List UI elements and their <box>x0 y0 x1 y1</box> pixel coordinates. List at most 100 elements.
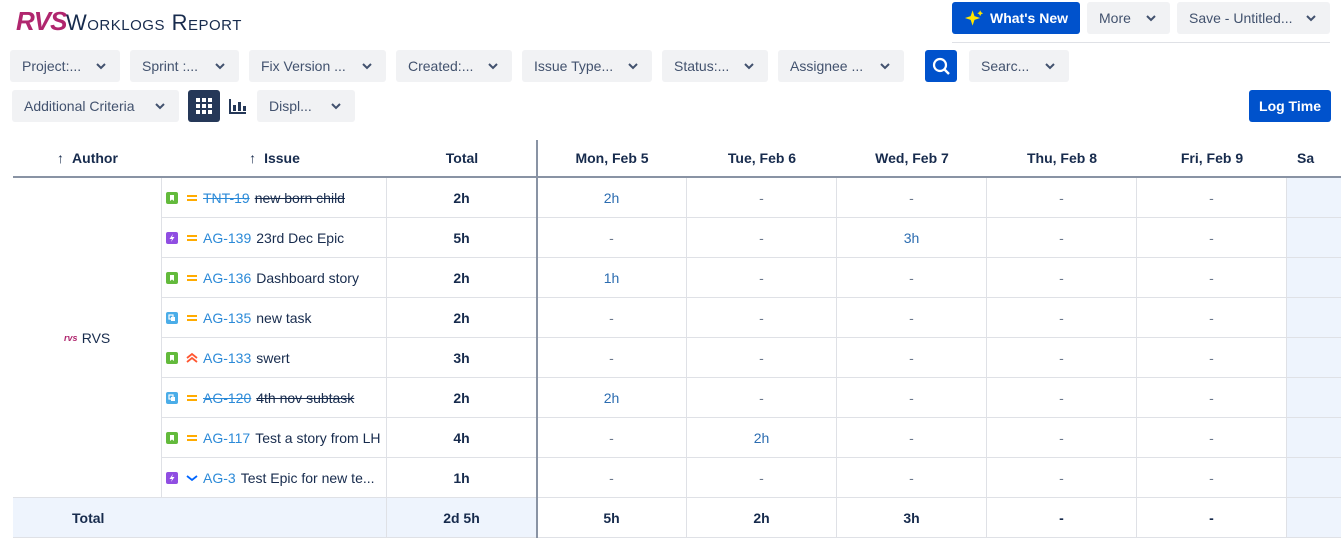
sort-arrow: ↑ <box>57 150 65 166</box>
weekend-cell <box>1287 258 1341 298</box>
day-value[interactable]: 1h <box>537 258 687 298</box>
header-divider <box>952 42 1330 43</box>
column-header[interactable]: ↑ Author <box>13 140 162 178</box>
footer-day-total: - <box>1137 498 1287 538</box>
chevron <box>96 63 106 70</box>
day-value: - <box>1137 418 1287 458</box>
issue-cell: AG-136 Dashboard story <box>162 258 387 298</box>
issue-summary: 23rd Dec Epic <box>256 229 345 246</box>
issue-summary: 4th nov subtask <box>256 389 355 406</box>
day-value: - <box>537 458 687 498</box>
column-header[interactable]: ↑ Issue <box>162 140 387 178</box>
filter-button[interactable]: Fix Version ... <box>249 50 386 82</box>
column-header-label: Mon, Feb 5 <box>575 150 649 166</box>
day-value: - <box>987 378 1137 418</box>
day-value: - <box>1137 458 1287 498</box>
day-value: - <box>1137 218 1287 258</box>
display-button[interactable]: Displ... <box>257 90 355 122</box>
filter-button-label: Assignee ... <box>790 58 864 74</box>
issue-cell: AG-120 4th nov subtask <box>162 378 387 418</box>
issue-key[interactable]: AG-120 <box>203 389 252 406</box>
issue-key[interactable]: AG-139 <box>203 229 252 246</box>
footer-day-total: 5h <box>537 498 687 538</box>
display-button-label: Displ... <box>269 98 312 114</box>
chart-icon <box>229 99 246 114</box>
search-icon <box>932 57 950 75</box>
day-value[interactable]: 2h <box>537 178 687 218</box>
day-value: - <box>687 258 837 298</box>
sort-arrow: ↑ <box>249 150 257 166</box>
issue-summary: new task <box>256 309 312 326</box>
filter-button[interactable]: Status:... <box>662 50 768 82</box>
more-button[interactable]: More <box>1087 2 1170 34</box>
chevron <box>744 63 754 70</box>
day-value: - <box>687 378 837 418</box>
filter-button[interactable]: Issue Type... <box>522 50 652 82</box>
whats-new-label: What's New <box>989 10 1068 26</box>
chart-view-button[interactable] <box>222 90 254 122</box>
day-value: - <box>987 218 1137 258</box>
day-value[interactable]: 2h <box>537 378 687 418</box>
whats-new-button[interactable]: What's New <box>952 2 1080 34</box>
column-header-label: Tue, Feb 6 <box>727 150 797 166</box>
issue-key[interactable]: AG-3 <box>203 469 236 486</box>
additional-criteria-button[interactable]: Additional Criteria <box>12 90 179 122</box>
issue-type-icon <box>166 471 178 484</box>
day-value: - <box>837 418 987 458</box>
log-time-button-label: Log Time <box>1259 98 1321 114</box>
day-value: - <box>1137 338 1287 378</box>
save-button[interactable]: Save - Untitled... <box>1177 2 1330 34</box>
column-header-label: Issue <box>264 150 300 166</box>
filter-button[interactable]: Created:... <box>396 50 512 82</box>
issue-total: 4h <box>387 418 537 458</box>
weekend-cell <box>1287 338 1341 378</box>
search-button[interactable] <box>925 50 957 82</box>
day-value: - <box>987 458 1137 498</box>
filter-button[interactable]: Searc... <box>969 50 1069 82</box>
author-cell: rvs RVS <box>13 178 162 498</box>
weekend-cell <box>1287 378 1341 418</box>
issue-type-icon <box>166 391 178 404</box>
weekend-cell <box>1287 178 1341 218</box>
weekend-cell <box>1287 458 1341 498</box>
issue-total: 2h <box>387 178 537 218</box>
more-button-label: More <box>1099 10 1131 26</box>
filter-button-label: Status:... <box>674 58 730 74</box>
day-value: - <box>1137 178 1287 218</box>
issue-type-icon <box>166 311 178 324</box>
log-time-button[interactable]: Log Time <box>1249 90 1331 122</box>
column-header-label: Fri, Feb 9 <box>1180 150 1244 166</box>
issue-key[interactable]: TNT-19 <box>203 189 250 206</box>
chevron <box>1045 63 1055 70</box>
issue-type-icon <box>166 271 178 284</box>
day-value: - <box>837 338 987 378</box>
filter-button-label: Issue Type... <box>534 58 614 74</box>
issue-total: 3h <box>387 338 537 378</box>
day-value: - <box>837 458 987 498</box>
issue-key[interactable]: AG-135 <box>203 309 252 326</box>
additional-criteria-button-label: Additional Criteria <box>24 98 135 114</box>
issue-key[interactable]: AG-136 <box>203 269 252 286</box>
issue-summary: Dashboard story <box>256 269 359 286</box>
priority-icon <box>187 194 197 201</box>
day-value[interactable]: 2h <box>687 418 837 458</box>
filter-button[interactable]: Assignee ... <box>778 50 904 82</box>
chevron <box>362 63 372 70</box>
grid-view-button[interactable] <box>188 90 220 122</box>
filter-button[interactable]: Project:... <box>10 50 120 82</box>
footer-day-total: 2h <box>687 498 837 538</box>
issue-key[interactable]: AG-133 <box>203 349 252 366</box>
issue-total: 2h <box>387 378 537 418</box>
day-value: - <box>687 178 837 218</box>
filter-button-label: Searc... <box>981 58 1030 74</box>
column-header: Fri, Feb 9 <box>1137 140 1287 178</box>
priority-icon <box>186 474 198 481</box>
issue-type-icon <box>166 431 178 444</box>
issue-summary: swert <box>256 349 290 366</box>
column-divider <box>536 140 538 538</box>
day-value[interactable]: 3h <box>837 218 987 258</box>
day-value: - <box>1137 378 1287 418</box>
filter-button[interactable]: Sprint :... <box>130 50 239 82</box>
issue-key[interactable]: AG-117 <box>203 429 251 446</box>
